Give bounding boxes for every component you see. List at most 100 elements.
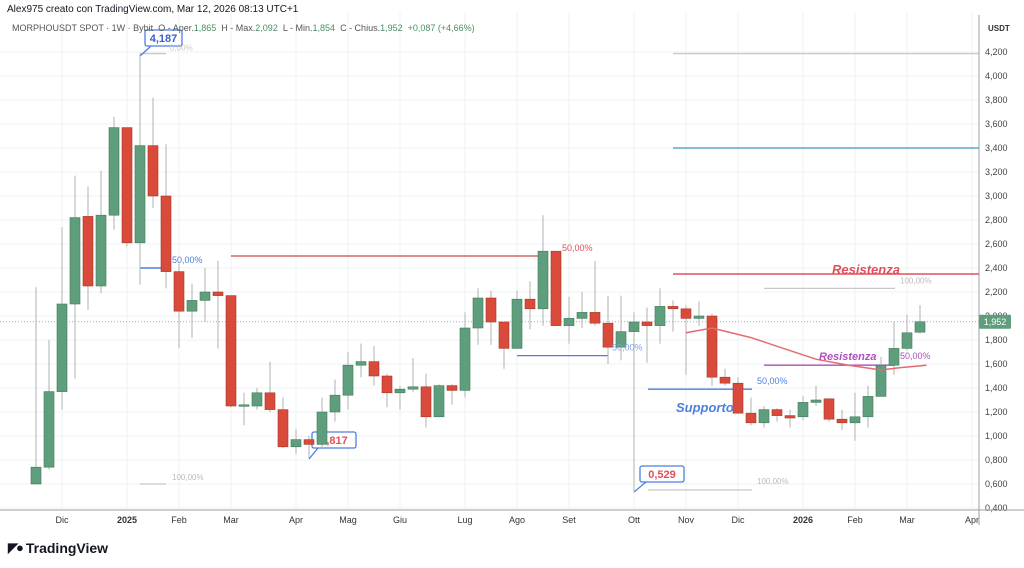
y-tick-label: 4,000 <box>985 71 1008 81</box>
candle-body <box>329 394 341 413</box>
candle-body <box>95 214 107 287</box>
candle-body <box>446 385 458 391</box>
candle-body <box>797 402 809 418</box>
y-tick-label: 1,800 <box>985 335 1008 345</box>
candle-body <box>823 398 835 420</box>
logo-text: TradingView <box>25 540 109 556</box>
candle-body <box>745 412 757 424</box>
low-callout-2-box <box>639 465 685 483</box>
candle-body <box>264 392 276 410</box>
candle-body <box>511 298 523 349</box>
candle-body <box>602 322 614 348</box>
y-tick-label: 4,200 <box>985 47 1008 57</box>
close-label: C - Chius. <box>340 23 381 33</box>
candle-body <box>550 250 562 326</box>
symbol-name[interactable]: MORPHOUSDT SPOT · 1W · Bybit <box>12 23 154 33</box>
candle-body <box>316 411 328 445</box>
change-value: +0,087 (+4,66%) <box>407 23 475 33</box>
tradingview-logo-icon: ◤● <box>8 540 24 555</box>
y-tick-label: 1,600 <box>985 359 1008 369</box>
y-tick-label: 3,200 <box>985 167 1008 177</box>
candle-body <box>693 315 705 319</box>
y-tick-label: 2,400 <box>985 263 1008 273</box>
high-label: H - Max. <box>221 23 256 33</box>
x-tick-label: Lug <box>457 515 472 525</box>
candle-body <box>381 375 393 394</box>
candle-body <box>43 391 55 468</box>
y-tick-label: 0,400 <box>985 503 1008 513</box>
high-callout-pointer <box>139 45 152 57</box>
x-tick-label: Ago <box>509 515 525 525</box>
y-tick-label: 2,600 <box>985 239 1008 249</box>
candle-body <box>277 409 289 448</box>
candle-body <box>888 348 900 366</box>
low-callout-2-pointer <box>633 481 647 493</box>
x-tick-label: Set <box>562 515 576 525</box>
candle-body <box>706 315 718 378</box>
candle-body <box>849 416 861 424</box>
candle-body <box>628 321 640 332</box>
candle-body <box>160 195 172 272</box>
candle-body <box>862 396 874 418</box>
candle-body <box>719 376 731 384</box>
y-tick-label: 3,000 <box>985 191 1008 201</box>
candle-body <box>225 295 237 407</box>
y-tick-label: 1,000 <box>985 431 1008 441</box>
candle-body <box>56 303 68 392</box>
candle-body <box>394 388 406 394</box>
candle-body <box>121 127 133 244</box>
chart-credit: Alex975 creato con TradingView.com, Mar … <box>7 4 299 15</box>
candle-body <box>199 291 211 301</box>
candle-body <box>472 297 484 329</box>
candle-body <box>420 386 432 418</box>
fib-d-100-label: 100,00% <box>757 477 789 486</box>
x-tick-label: 2026 <box>793 515 813 525</box>
candle-body <box>342 364 354 396</box>
candle-body <box>771 409 783 416</box>
x-tick-label: Dic <box>732 515 745 525</box>
last-price-text: 1,952 <box>984 317 1007 327</box>
x-tick-label: Feb <box>171 515 187 525</box>
candle-body <box>303 439 315 445</box>
candle-body <box>173 271 185 312</box>
support-label: Supporto <box>676 400 734 415</box>
fib-red-50-label: 50,00% <box>562 243 593 253</box>
y-tick-label: 0,600 <box>985 479 1008 489</box>
candle-body <box>589 312 601 324</box>
candle-body <box>524 298 536 310</box>
candle-body <box>368 361 380 377</box>
candle-body <box>641 321 653 326</box>
candle-body <box>875 364 887 397</box>
candle-body <box>654 306 666 326</box>
low-callout-2-text: 0,529 <box>648 469 676 481</box>
low-callout-1-pointer <box>308 447 319 460</box>
y-tick-label: 2,200 <box>985 287 1008 297</box>
y-tick-label: 0,800 <box>985 455 1008 465</box>
x-tick-label: 2025 <box>117 515 137 525</box>
candle-body <box>212 291 224 296</box>
candle-body <box>82 216 94 287</box>
candle-body <box>758 409 770 424</box>
candle-body <box>147 145 159 197</box>
candle-body <box>108 127 120 216</box>
open-value: 1,865 <box>193 23 217 33</box>
x-tick-label: Feb <box>847 515 863 525</box>
candle-body <box>498 321 510 349</box>
candle-body <box>186 300 198 312</box>
candle-body <box>680 308 692 319</box>
fib-e-50-label: 50,00% <box>900 351 931 361</box>
x-tick-label: Nov <box>678 515 695 525</box>
x-tick-label: Apr <box>965 515 979 525</box>
candle-body <box>69 217 81 305</box>
candle-body <box>615 331 627 348</box>
fib-a-100-label: 100,00% <box>172 473 204 482</box>
candle-body <box>251 392 263 407</box>
candle-body <box>238 404 250 407</box>
high-value: 2,092 <box>255 23 278 33</box>
y-tick-label: 3,400 <box>985 143 1008 153</box>
resistance-label: Resistenza <box>832 262 900 277</box>
low-label: L - Min. <box>282 23 313 33</box>
candle-body <box>537 250 549 310</box>
x-tick-label: Giu <box>393 515 407 525</box>
